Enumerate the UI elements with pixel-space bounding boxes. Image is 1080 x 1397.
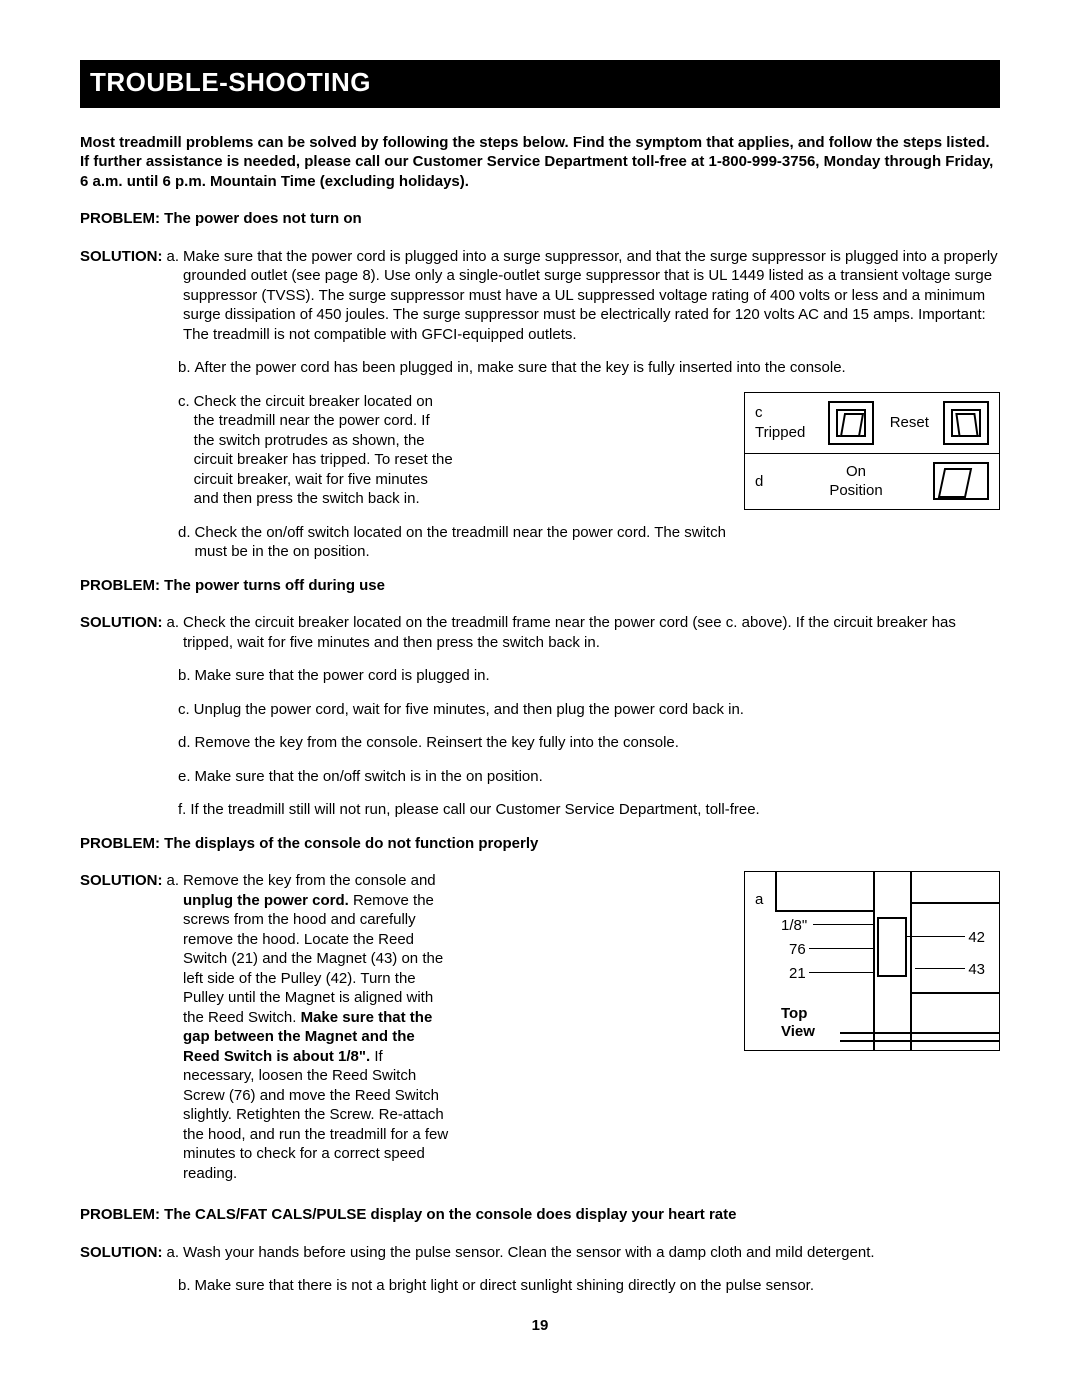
solution-text: Make sure that the power cord is plugged…: [183, 247, 1000, 345]
list-letter: b.: [178, 666, 195, 686]
p2-solution-f: f. If the treadmill still will not run, …: [80, 800, 1000, 820]
p2-solution-d: d. Remove the key from the console. Rein…: [80, 733, 1000, 753]
solution-text: Make sure that the power cord is plugged…: [195, 666, 1000, 686]
intro-paragraph: Most treadmill problems can be solved by…: [80, 133, 1000, 192]
figure-a: a 1/8" 76 21 42 43 Top View: [744, 871, 1000, 1051]
p2-solution-e: e. Make sure that the on/off switch is i…: [80, 767, 1000, 787]
figure-label: Reset: [890, 414, 929, 431]
list-letter: d.: [178, 523, 195, 562]
figure-cd: c Tripped Reset d On Position: [744, 392, 1000, 510]
solution-text: Wash your hands before using the pulse s…: [183, 1243, 1000, 1263]
solution-text: Check the circuit breaker located on the…: [183, 613, 1000, 652]
list-letter: e.: [178, 767, 195, 787]
text-span: Remove the screws from the hood and care…: [183, 892, 443, 1026]
p2-solution-a: SOLUTION: a. Check the circuit breaker l…: [80, 613, 1000, 652]
solution-label: SOLUTION:: [80, 613, 167, 652]
solution-text: Make sure that there is not a bright lig…: [195, 1276, 1000, 1296]
solution-text: Check the circuit breaker located on the…: [194, 392, 454, 509]
figure-label: On: [846, 463, 866, 480]
solution-text: Remove the key from the console. Reinser…: [195, 733, 1000, 753]
list-letter: c.: [178, 700, 194, 720]
p2-solution-c: c. Unplug the power cord, wait for five …: [80, 700, 1000, 720]
figure-label: Tripped: [755, 424, 805, 441]
list-letter: d.: [178, 733, 195, 753]
figure-label: 76: [789, 940, 806, 960]
p1-solution-d: d. Check the on/off switch located on th…: [80, 523, 1000, 562]
figure-label: View: [781, 1022, 815, 1042]
p1-solution-a: SOLUTION: a. Make sure that the power co…: [80, 247, 1000, 345]
page-number: 19: [80, 1316, 1000, 1336]
solution-text: Remove the key from the console and unpl…: [183, 871, 454, 1183]
problem-2-heading: PROBLEM: The power turns off during use: [80, 576, 1000, 596]
solution-text: Check the on/off switch located on the t…: [195, 523, 730, 562]
page-title: TROUBLE-SHOOTING: [80, 60, 1000, 108]
text-span-bold: unplug the power cord.: [183, 892, 349, 909]
list-letter: c.: [178, 392, 194, 509]
list-letter: a.: [167, 871, 184, 1183]
solution-label: SOLUTION:: [80, 247, 167, 345]
figure-label: 1/8": [781, 916, 807, 936]
solution-label: SOLUTION:: [80, 871, 167, 1183]
reed-switch-shape: [877, 917, 907, 977]
figure-row-d: d On Position: [745, 453, 999, 509]
solution-text: Make sure that the on/off switch is in t…: [195, 767, 1000, 787]
text-span: If necessary, loosen the Reed Switch Scr…: [183, 1048, 448, 1182]
figure-label: a: [755, 890, 763, 910]
list-letter: a.: [167, 1243, 184, 1263]
problem-4-heading: PROBLEM: The CALS/FAT CALS/PULSE display…: [80, 1205, 1000, 1225]
p1-solution-b: b. After the power cord has been plugged…: [80, 358, 1000, 378]
solution-text: Unplug the power cord, wait for five min…: [194, 700, 1000, 720]
p2-solution-b: b. Make sure that the power cord is plug…: [80, 666, 1000, 686]
list-letter: a.: [167, 247, 184, 345]
list-letter: b.: [178, 358, 195, 378]
list-letter: f.: [178, 800, 190, 820]
p1-solution-c: c. Check the circuit breaker located on …: [80, 392, 724, 509]
figure-row-c: c Tripped Reset: [745, 393, 999, 453]
reset-switch-icon: [943, 401, 989, 445]
solution-text: After the power cord has been plugged in…: [195, 358, 1000, 378]
text-span: Remove the key from the console and: [183, 872, 436, 889]
list-letter: b.: [178, 1276, 195, 1296]
p4-solution-a: SOLUTION: a. Wash your hands before usin…: [80, 1243, 1000, 1263]
figure-label: c: [755, 404, 763, 421]
p3-solution-a: SOLUTION: a. Remove the key from the con…: [80, 871, 724, 1183]
figure-label: Top: [781, 1004, 807, 1024]
tripped-switch-icon: [828, 401, 874, 445]
figure-label: 43: [968, 960, 985, 980]
figure-label: 21: [789, 964, 806, 984]
figure-label: 42: [968, 928, 985, 948]
figure-label: Position: [829, 482, 882, 499]
p4-solution-b: b. Make sure that there is not a bright …: [80, 1276, 1000, 1296]
list-letter: a.: [167, 613, 184, 652]
problem-1-heading: PROBLEM: The power does not turn on: [80, 209, 1000, 229]
solution-label: SOLUTION:: [80, 1243, 167, 1263]
on-switch-icon: [933, 462, 989, 500]
figure-label: d: [755, 473, 763, 490]
problem-3-heading: PROBLEM: The displays of the console do …: [80, 834, 1000, 854]
solution-text: If the treadmill still will not run, ple…: [190, 800, 1000, 820]
